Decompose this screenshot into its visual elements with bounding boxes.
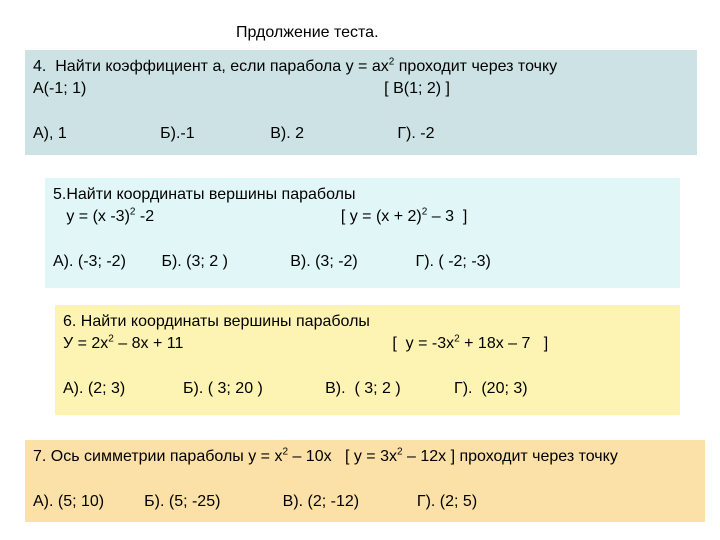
q4-text: А(-1; 1) [ В(1; 2) ]	[33, 80, 450, 97]
q6-line: 6. Найти координаты вершины параболы	[63, 311, 672, 333]
q4-line: А(-1; 1) [ В(1; 2) ]	[33, 78, 689, 100]
q7-text: – 10х [ у = 3х	[288, 448, 397, 465]
q6-text: – 8х + 11 [ у = -3х	[114, 335, 454, 352]
q7-line: 7. Ось симметрии параболы у = х2 – 10х […	[33, 446, 697, 468]
q5-line: у = (х -3)2 -2 [ у = (х + 2)2 – 3 ]	[53, 206, 672, 228]
q4-text: А), 1 Б).-1 В). 2 Г). -2	[33, 125, 434, 142]
page: Прдолжение теста. 4. Найти коэффициент а…	[0, 0, 720, 540]
question-4-block: 4. Найти коэффициент а, если парабола у …	[25, 50, 697, 155]
q5-text: – 3 ]	[427, 208, 467, 225]
q4-line: 4. Найти коэффициент а, если парабола у …	[33, 56, 689, 78]
q4-text: проходит через точку	[394, 58, 557, 75]
q6-line: У = 2х2 – 8х + 11 [ у = -3х2 + 18х – 7 ]	[63, 333, 672, 355]
q6-text: 6. Найти координаты вершины параболы	[63, 313, 370, 330]
q7-text: 7. Ось симметрии параболы у = х	[33, 448, 282, 465]
q6-text: А). (2; 3) Б). ( 3; 20 ) В). ( 3; 2 ) Г)…	[63, 380, 528, 397]
q6-line: А). (2; 3) Б). ( 3; 20 ) В). ( 3; 2 ) Г)…	[63, 378, 672, 400]
q5-line	[53, 229, 672, 251]
q5-text: -2 [ у = (х + 2)	[135, 208, 421, 225]
q5-line: А). (-3; -2) Б). (3; 2 ) В). (3; -2) Г).…	[53, 251, 672, 273]
q7-line	[33, 468, 697, 490]
q4-line: А), 1 Б).-1 В). 2 Г). -2	[33, 123, 689, 145]
q7-line: А). (5; 10) Б). (5; -25) В). (2; -12) Г)…	[33, 491, 697, 513]
q4-line	[33, 101, 689, 123]
q7-text: – 12х ] проходит через точку	[403, 448, 618, 465]
q6-line	[63, 356, 672, 378]
title-text: Прдолжение теста.	[236, 24, 379, 41]
question-7-block: 7. Ось симметрии параболы у = х2 – 10х […	[25, 440, 705, 522]
q5-text: у = (х -3)	[53, 208, 130, 225]
q7-text: А). (5; 10) Б). (5; -25) В). (2; -12) Г)…	[33, 493, 477, 510]
q5-text: А). (-3; -2) Б). (3; 2 ) В). (3; -2) Г).…	[53, 253, 491, 270]
question-6-block: 6. Найти координаты вершины параболы У = …	[55, 305, 680, 415]
q5-line: 5.Найти координаты вершины параболы	[53, 184, 672, 206]
page-title: Прдолжение теста.	[236, 24, 379, 42]
q5-text: 5.Найти координаты вершины параболы	[53, 186, 355, 203]
q4-text: 4. Найти коэффициент а, если парабола у …	[33, 58, 389, 75]
question-5-block: 5.Найти координаты вершины параболы у = …	[45, 178, 680, 288]
q6-text: + 18х – 7 ]	[460, 335, 549, 352]
q6-text: У = 2х	[63, 335, 108, 352]
